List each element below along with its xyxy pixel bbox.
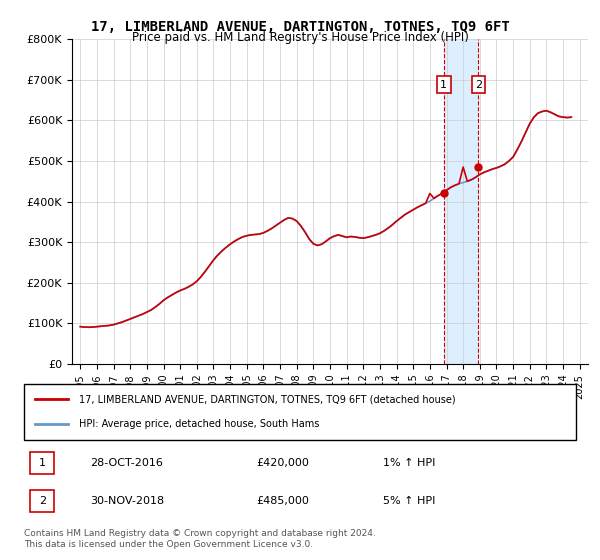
Text: 30-NOV-2018: 30-NOV-2018	[90, 496, 164, 506]
Text: £420,000: £420,000	[256, 458, 309, 468]
Text: 1: 1	[39, 458, 46, 468]
Text: 2: 2	[475, 80, 482, 90]
Text: 28-OCT-2016: 28-OCT-2016	[90, 458, 163, 468]
Text: 1: 1	[440, 80, 447, 90]
Text: 2: 2	[38, 496, 46, 506]
Text: Price paid vs. HM Land Registry's House Price Index (HPI): Price paid vs. HM Land Registry's House …	[131, 31, 469, 44]
Text: £485,000: £485,000	[256, 496, 309, 506]
Text: 17, LIMBERLAND AVENUE, DARTINGTON, TOTNES, TQ9 6FT (detached house): 17, LIMBERLAND AVENUE, DARTINGTON, TOTNE…	[79, 394, 456, 404]
Text: 1% ↑ HPI: 1% ↑ HPI	[383, 458, 435, 468]
Text: 5% ↑ HPI: 5% ↑ HPI	[383, 496, 435, 506]
FancyBboxPatch shape	[29, 452, 55, 474]
Bar	[443, 39, 478, 364]
Text: 17, LIMBERLAND AVENUE, DARTINGTON, TOTNES, TQ9 6FT: 17, LIMBERLAND AVENUE, DARTINGTON, TOTNE…	[91, 20, 509, 34]
FancyBboxPatch shape	[29, 490, 55, 512]
FancyBboxPatch shape	[24, 384, 576, 440]
Text: Contains HM Land Registry data © Crown copyright and database right 2024.
This d: Contains HM Land Registry data © Crown c…	[24, 529, 376, 549]
Text: HPI: Average price, detached house, South Hams: HPI: Average price, detached house, Sout…	[79, 419, 320, 429]
